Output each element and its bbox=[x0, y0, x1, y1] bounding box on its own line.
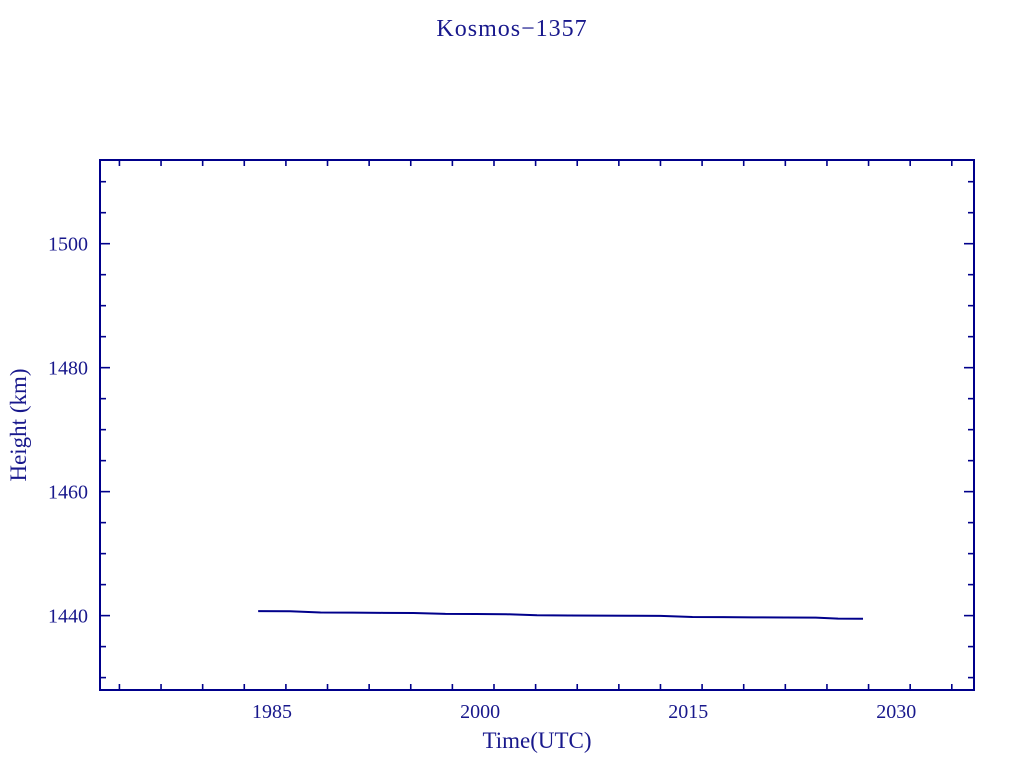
y-axis-tick-label: 1440 bbox=[48, 606, 88, 628]
data-series-line bbox=[258, 610, 864, 620]
y-axis-tick-label: 1460 bbox=[48, 482, 88, 504]
y-axis-tick-label: 1480 bbox=[48, 358, 88, 380]
x-axis-tick-label: 2030 bbox=[876, 701, 916, 723]
y-axis-title: Height (km) bbox=[6, 368, 31, 481]
x-axis-tick-label: 2000 bbox=[460, 701, 500, 723]
plot-frame bbox=[99, 159, 975, 691]
x-axis-tick-label: 1985 bbox=[252, 701, 292, 723]
x-axis-title: Time(UTC) bbox=[482, 728, 591, 753]
x-axis-tick-label: 2015 bbox=[668, 701, 708, 723]
chart-title: Kosmos−1357 bbox=[436, 16, 588, 42]
y-axis-tick-label: 1500 bbox=[48, 234, 88, 256]
